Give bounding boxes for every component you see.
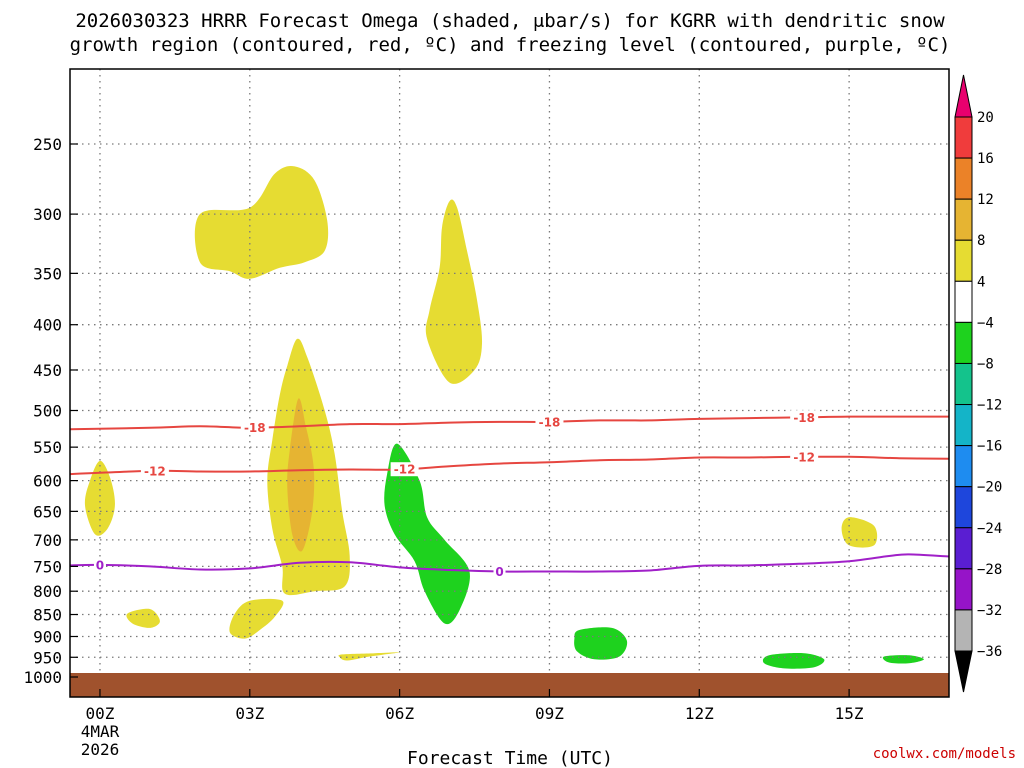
colorbar-label: −4	[977, 315, 994, 331]
x-axis-label: Forecast Time (UTC)	[407, 748, 613, 768]
dgz-minus-18-label: -18	[244, 421, 266, 435]
omega-ascent-region	[126, 608, 160, 628]
colorbar: 20 16 12 8 4 −4 −8 −12 −16 −20 −24 −28 −32 −36	[954, 74, 1002, 693]
dgz-minus-12-label-bg	[140, 463, 169, 478]
y-axis: 250 300 350 400 450 500 550 600 650 700 750 800 850 9…	[23, 135, 78, 687]
omega-ascent-region	[425, 199, 483, 384]
colorbar-label: −36	[977, 644, 1002, 660]
dgz-minus-12-label: -12	[793, 450, 815, 464]
y-tick-label: 350	[33, 264, 62, 283]
plot-frame	[69, 68, 950, 698]
y-tick-label: 1000	[23, 668, 62, 687]
colorbar-band	[954, 280, 973, 323]
y-tick-label: 600	[33, 472, 62, 491]
omega-descent-region	[574, 627, 628, 660]
freezing-level-0-label-bg	[493, 564, 506, 579]
colorbar-label: −12	[977, 398, 1002, 414]
y-tick-label: 900	[33, 627, 62, 646]
dgz-minus-18-label-bg	[790, 410, 819, 425]
colorbar-band	[954, 568, 973, 611]
dgz-minus-18-label-bg	[535, 414, 564, 429]
omega-ascent-region	[229, 598, 284, 639]
dgz-minus-12-label: -12	[144, 464, 166, 478]
plot-area: -18 -18 -18 -12 -12 -12 0 0	[69, 68, 950, 698]
omega-ascent-region	[287, 398, 315, 552]
colorbar-label: 12	[977, 192, 994, 208]
colorbar-band	[954, 445, 973, 488]
omega-descent-region	[762, 652, 825, 669]
dgz-minus-18-label-bg	[240, 420, 269, 435]
dgz-minus-18-label: -18	[539, 415, 561, 429]
colorbar-top-arrow	[954, 74, 973, 118]
colorbar-label: 4	[977, 274, 985, 290]
y-tick-label: 400	[33, 316, 62, 335]
y-tick-label: 450	[33, 361, 62, 380]
y-tick-label: 650	[33, 502, 62, 521]
colorbar-band	[954, 239, 973, 282]
freezing-level-0-line	[70, 553, 949, 573]
x-tick-label: 15Z	[835, 704, 864, 723]
colorbar-band	[954, 527, 973, 570]
freezing-level-0-label: 0	[96, 558, 104, 572]
colorbar-band	[954, 486, 973, 529]
colorbar-band	[954, 116, 973, 159]
chart-title-line1: 2026030323 HRRR Forecast Omega (shaded, …	[75, 10, 945, 32]
colorbar-label: −24	[977, 521, 1002, 537]
colorbar-label: −20	[977, 480, 1002, 496]
colorbar-label: −28	[977, 562, 1002, 578]
terrain-ground	[70, 673, 949, 697]
y-tick-label: 250	[33, 135, 62, 154]
dgz-minus-18-label: -18	[793, 411, 815, 425]
colorbar-label: −8	[977, 356, 994, 372]
x-tick-label: 09Z	[535, 704, 564, 723]
y-tick-label: 850	[33, 606, 62, 625]
x-tick-label: 00Z	[86, 704, 115, 723]
colorbar-band	[954, 609, 973, 652]
y-tick-label: 950	[33, 648, 62, 667]
colorbar-label: 16	[977, 151, 994, 167]
colorbar-bottom-arrow	[954, 650, 973, 693]
omega-ascent-region	[84, 460, 115, 536]
omega-descent-region	[384, 443, 470, 625]
omega-ascent-region	[194, 166, 329, 279]
y-tick-label: 500	[33, 402, 62, 421]
credit-text: coolwx.com/models	[873, 746, 1016, 762]
x-tick-year: 2026	[81, 740, 120, 759]
colorbar-label: 8	[977, 233, 985, 249]
dgz-minus-12-label-bg	[790, 449, 819, 464]
colorbar-label: −16	[977, 439, 1002, 455]
x-tick-label: 06Z	[385, 704, 414, 723]
y-tick-label: 550	[33, 438, 62, 457]
x-tick-date: 4MAR	[81, 722, 120, 741]
freezing-level-0-label: 0	[495, 565, 503, 579]
colorbar-band	[954, 198, 973, 241]
plot-background	[70, 69, 949, 697]
freezing-level-0-label-bg	[93, 557, 106, 572]
y-tick-label: 300	[33, 205, 62, 224]
colorbar-band	[954, 321, 973, 364]
x-tick-label: 03Z	[235, 704, 264, 723]
colorbar-band	[954, 157, 973, 200]
colorbar-band	[954, 404, 973, 447]
plot-inner: -18 -18 -18 -12 -12 -12 0 0	[70, 69, 949, 697]
y-tick-label: 700	[33, 531, 62, 550]
omega-ascent-region	[338, 652, 400, 661]
colorbar-label: 20	[977, 110, 994, 126]
x-tick-label: 12Z	[685, 704, 714, 723]
dgz-minus-12-label: -12	[394, 463, 416, 477]
y-tick-label: 750	[33, 557, 62, 576]
chart-title-line2: growth region (contoured, red, ºC) and f…	[70, 34, 951, 56]
y-tick-label: 800	[33, 582, 62, 601]
colorbar-band	[954, 362, 973, 406]
dgz-minus-12-label-bg	[390, 462, 419, 477]
colorbar-label: −32	[977, 603, 1002, 619]
